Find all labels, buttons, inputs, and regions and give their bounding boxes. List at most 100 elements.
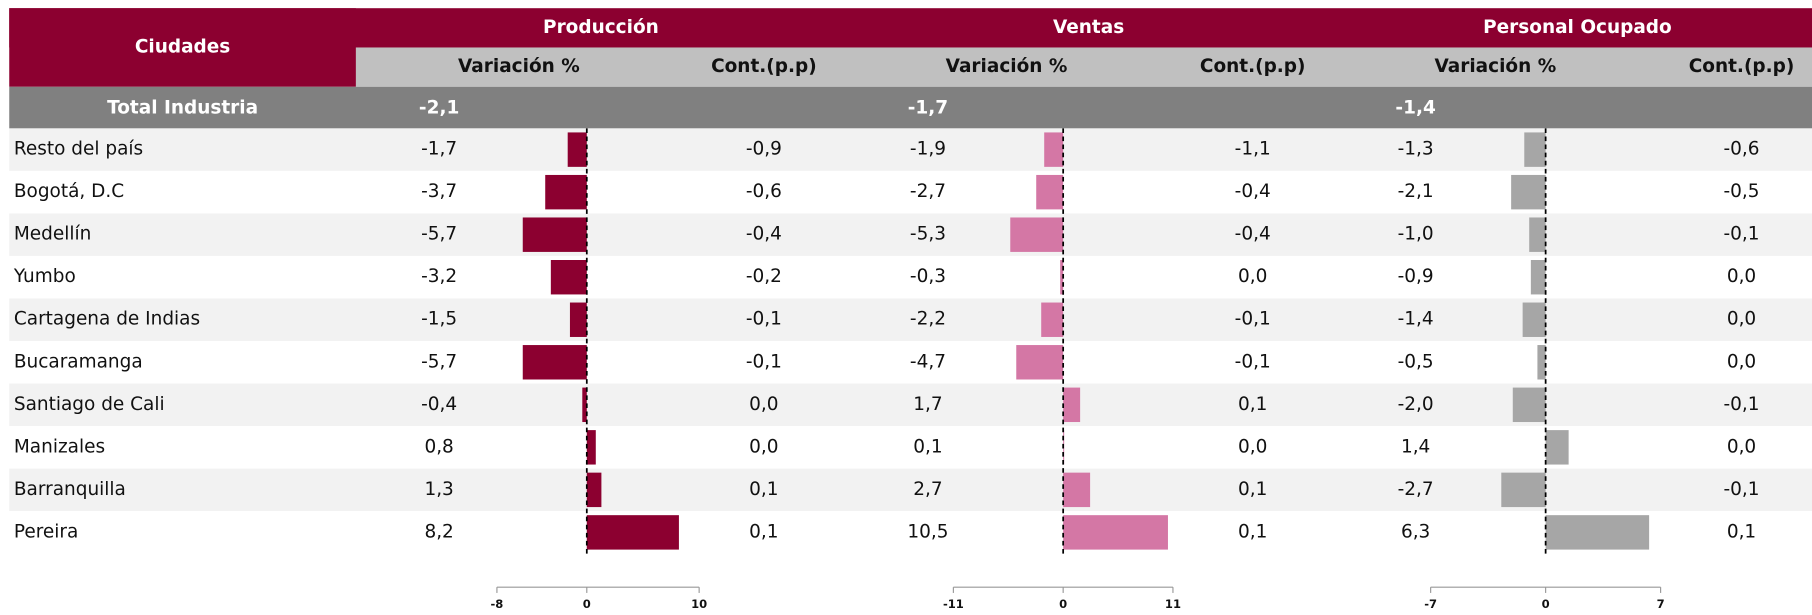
- variation-value: 1,7: [913, 394, 942, 415]
- variation-bar: [1545, 515, 1650, 550]
- variation-bar: [1524, 132, 1546, 167]
- variation-value: -5,7: [421, 351, 457, 372]
- variation-value: 1,3: [424, 479, 453, 500]
- contribution-value: -0,6: [746, 181, 782, 202]
- tick-label: 10: [691, 597, 707, 611]
- group-title: Ventas: [1053, 17, 1124, 38]
- variation-header: Variación %: [1435, 56, 1557, 77]
- variation-bar: [1060, 260, 1064, 295]
- variation-bar: [1044, 132, 1064, 167]
- variation-value: -1,3: [1398, 139, 1434, 160]
- variation-value: -1,9: [910, 139, 946, 160]
- contribution-value: -0,2: [746, 266, 782, 287]
- variation-bar: [586, 430, 596, 465]
- contribution-value: -0,1: [1235, 309, 1271, 330]
- variation-value: 10,5: [907, 521, 948, 542]
- city-name: Santiago de Cali: [14, 394, 165, 415]
- variation-value: -0,5: [1398, 351, 1434, 372]
- variation-bar: [569, 302, 587, 337]
- variation-value: -5,7: [421, 224, 457, 245]
- contribution-value: 0,0: [1238, 266, 1267, 287]
- variation-header: Variación %: [946, 56, 1068, 77]
- total-value: -2,1: [419, 98, 459, 119]
- variation-value: -1,4: [1398, 309, 1434, 330]
- city-header: Ciudades: [135, 36, 230, 57]
- contribution-value: -0,9: [746, 139, 782, 160]
- tick-label: -8: [490, 597, 503, 611]
- city-name: Barranquilla: [14, 479, 126, 500]
- contribution-value: -0,1: [1723, 394, 1759, 415]
- variation-value: -2,0: [1398, 394, 1434, 415]
- variation-bar: [586, 472, 602, 508]
- variation-value: -0,9: [1398, 266, 1434, 287]
- variation-value: -5,3: [910, 224, 946, 245]
- tick-label: 0: [1542, 597, 1550, 611]
- tick-label: -11: [943, 597, 964, 611]
- variation-value: 0,1: [913, 436, 942, 457]
- variation-bar: [522, 217, 587, 252]
- variation-bar: [582, 387, 587, 423]
- city-name: Cartagena de Indias: [14, 309, 200, 330]
- contribution-value: -0,1: [746, 351, 782, 372]
- contribution-value: 0,0: [749, 436, 778, 457]
- variation-bar: [1010, 217, 1064, 252]
- variation-value: -2,2: [910, 309, 946, 330]
- contribution-header: Cont.(p.p): [1200, 56, 1306, 77]
- contribution-value: 0,0: [749, 394, 778, 415]
- variation-value: -1,7: [421, 139, 457, 160]
- variation-bar: [1063, 515, 1168, 550]
- variation-value: 6,3: [1401, 521, 1430, 542]
- variation-bar: [1530, 260, 1546, 295]
- contribution-value: 0,0: [1238, 436, 1267, 457]
- contribution-value: -0,1: [1235, 351, 1271, 372]
- city-name: Manizales: [14, 436, 105, 457]
- variation-value: -3,2: [421, 266, 457, 287]
- variation-bar: [1041, 302, 1064, 337]
- variation-bar: [522, 345, 587, 380]
- variation-bar: [1511, 174, 1546, 210]
- contribution-value: -0,6: [1723, 139, 1759, 160]
- variation-value: -1,0: [1398, 224, 1434, 245]
- tick-label: 11: [1165, 597, 1181, 611]
- variation-bar: [1016, 345, 1064, 380]
- variation-value: -1,5: [421, 309, 457, 330]
- group-title: Producción: [543, 17, 659, 38]
- contribution-value: 0,0: [1727, 351, 1756, 372]
- row-bg: [9, 128, 1812, 171]
- row-bg: [9, 213, 1812, 256]
- tick-label: 0: [1059, 597, 1067, 611]
- contribution-value: 0,0: [1727, 436, 1756, 457]
- contribution-value: 0,1: [749, 479, 778, 500]
- variation-bar: [1063, 387, 1081, 423]
- city-name: Bucaramanga: [14, 351, 143, 372]
- contribution-value: -0,4: [1235, 224, 1271, 245]
- contribution-value: 0,0: [1727, 309, 1756, 330]
- total-value: -1,7: [908, 98, 948, 119]
- contribution-value: 0,1: [1238, 479, 1267, 500]
- row-bg: [9, 383, 1812, 427]
- contribution-value: 0,1: [1238, 521, 1267, 542]
- subheader-band: [355, 47, 1812, 87]
- variation-bar: [1063, 472, 1091, 508]
- contribution-value: 0,1: [749, 521, 778, 542]
- contribution-value: -0,4: [746, 224, 782, 245]
- tick-label: -7: [1424, 597, 1437, 611]
- contribution-value: -0,1: [746, 309, 782, 330]
- variation-value: -4,7: [910, 351, 946, 372]
- contribution-header: Cont.(p.p): [1689, 56, 1795, 77]
- variation-bar: [550, 260, 587, 295]
- contribution-value: 0,1: [1727, 521, 1756, 542]
- total-value: -1,4: [1395, 98, 1435, 119]
- contribution-value: -0,1: [1723, 479, 1759, 500]
- variation-bar: [1522, 302, 1546, 337]
- variation-value: -0,4: [421, 394, 457, 415]
- variation-value: -2,7: [910, 181, 946, 202]
- contribution-value: -0,1: [1723, 224, 1759, 245]
- contribution-value: 0,1: [1238, 394, 1267, 415]
- variation-value: 8,2: [424, 521, 453, 542]
- row-bg: [9, 255, 1812, 299]
- city-name: Resto del país: [14, 139, 143, 160]
- variation-header: Variación %: [458, 56, 580, 77]
- variation-value: 0,8: [424, 436, 453, 457]
